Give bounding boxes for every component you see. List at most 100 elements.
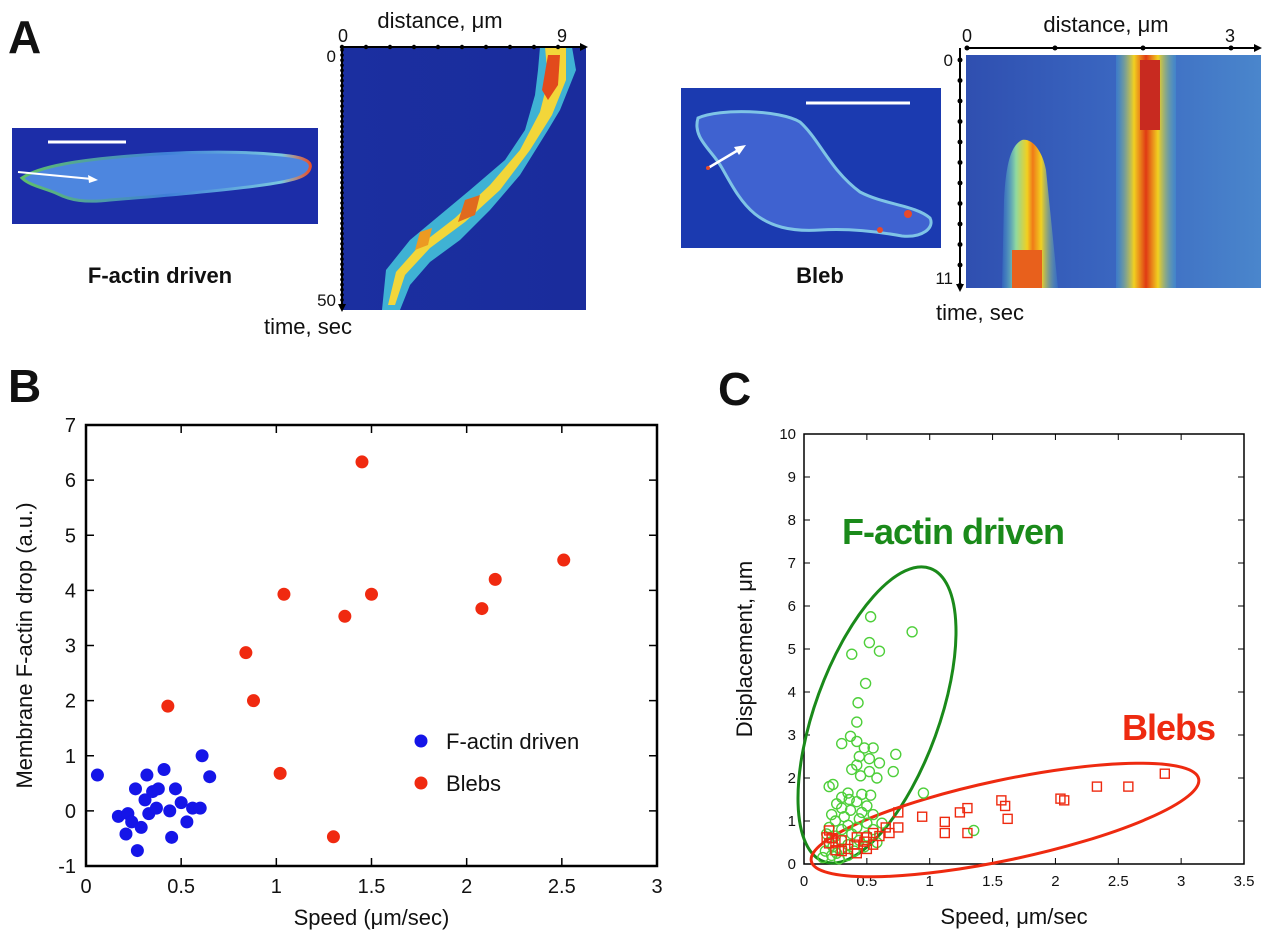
panel-b-x-tick-label: 0 — [80, 876, 91, 898]
panel-b-point-f-actin-driven — [130, 844, 144, 858]
panel-b-point-f-actin-driven — [90, 768, 104, 782]
panel-c-point-f-actin-driven — [867, 808, 879, 821]
kymo-left-y-tick-dot — [340, 180, 344, 185]
panel-c-point-blebs — [821, 832, 832, 843]
panel-c-point-blebs — [836, 845, 847, 857]
kymo-left-y-tick-dot — [340, 216, 344, 221]
kymo-left-y-tick-dot — [340, 175, 344, 180]
panel-c-point-blebs — [999, 800, 1011, 812]
kymo-right-x-tick-dot — [1228, 45, 1234, 51]
panel-c-point-f-actin-driven — [864, 611, 877, 623]
panel-c-point-blebs — [954, 807, 966, 818]
kymo-right-y-tick-dot — [957, 201, 963, 206]
kymo-right-y-tick-dot — [957, 160, 963, 165]
panel-b-point-f-actin-driven — [203, 770, 217, 784]
kymo-left-y-tick-dot — [340, 104, 344, 108]
kymo-left-y-tick-dot — [340, 58, 344, 62]
panel-b-point-blebs — [488, 572, 502, 586]
kymo-left-y-tick-dot — [340, 150, 344, 154]
kymo-right-y-tick-dot — [957, 242, 963, 247]
panel-c-point-f-actin-driven — [861, 800, 873, 812]
kymo-left-y-tick-dot — [340, 83, 344, 88]
f-actin-time-label: time, sec — [264, 314, 352, 339]
kymo-left-x-tick-dot — [555, 44, 561, 50]
panel-b-y-tick-label: 5 — [65, 525, 76, 547]
panel-b-point-f-actin-driven — [174, 796, 188, 810]
panel-c-point-f-actin-driven — [863, 636, 876, 649]
panel-c-y-tick-label: 1 — [788, 813, 796, 830]
kymo-left-y-tick-dot — [340, 303, 344, 307]
panel-b-point-f-actin-driven — [165, 830, 179, 844]
panel-b-point-blebs — [273, 766, 287, 780]
panel-c-point-blebs — [1159, 768, 1171, 779]
panel-c-point-blebs — [893, 807, 904, 818]
kymo-left-y-tick-dot — [340, 78, 344, 83]
kymo-left-y-tick-dot — [340, 48, 344, 52]
panel-c-y-tick-label: 0 — [788, 856, 796, 873]
panel-b-x-tick-label: 1.5 — [358, 876, 386, 898]
panel-c-ellipse-f-actin — [796, 565, 958, 865]
panel-c-point-f-actin-driven — [854, 770, 867, 782]
kymo-left-y-tick-dot — [340, 94, 344, 98]
f-actin-kymograph — [338, 43, 588, 312]
kymo-right-y-tick-dot — [957, 283, 963, 288]
panel-c-point-f-actin-driven — [873, 757, 886, 769]
bleb-x-tick-3: 3 — [1225, 26, 1235, 46]
kymo-left-x-tick-dot — [531, 44, 537, 50]
panel-c-annotation-blebs: Blebs — [1122, 707, 1215, 748]
kymo-left-y-tick-dot — [340, 236, 344, 241]
panel-b-point-blebs — [557, 553, 571, 567]
kymo-right-y-tick-dot — [957, 139, 963, 145]
kymo-left-y-tick-dot — [340, 109, 344, 113]
panel-c-point-f-actin-driven — [844, 730, 857, 742]
kymo-left-y-tick-dot — [340, 262, 344, 267]
panel-c-point-f-actin-driven — [846, 648, 858, 660]
panel-c-point-f-actin-driven — [917, 787, 930, 799]
kymo-left-y-tick-dot — [340, 252, 344, 256]
kymo-left-y-tick-dot — [340, 160, 344, 164]
panel-b-y-axis-label: Membrane F-actin drop (a.u.) — [12, 502, 37, 788]
kymo-left-y-tick-dot — [340, 247, 344, 251]
panel-c-point-f-actin-driven — [823, 780, 835, 793]
kymo-left-y-tick-dot — [340, 68, 344, 73]
panel-b-point-blebs — [246, 694, 260, 708]
panel-c-point-f-actin-driven — [859, 677, 872, 690]
panel-c-point-f-actin-driven — [844, 804, 857, 816]
panel-c-x-axis-label: Speed, μm/sec — [940, 904, 1087, 929]
panel-c-point-blebs — [1091, 781, 1103, 792]
panel-c-point-blebs — [823, 838, 835, 849]
kymo-left-y-tick-dot — [340, 298, 344, 302]
panel-b-point-blebs — [239, 646, 253, 660]
panel-b-point-blebs — [277, 587, 291, 601]
kymo-left-y-tick-dot — [340, 211, 344, 215]
panel-c-point-blebs — [1123, 781, 1134, 792]
panel-c-x-tick-label: 2 — [1051, 873, 1059, 890]
panel-c-x-tick-label: 1.5 — [982, 873, 1003, 890]
kymo-left-y-tick-dot — [340, 196, 344, 200]
kymo-left-x-tick-dot — [507, 44, 513, 50]
bleb-distance-label: distance, μm — [1043, 12, 1168, 37]
panel-c-point-blebs — [884, 827, 895, 839]
panel-a-letter: A — [8, 11, 41, 63]
panel-b-y-tick-label: 0 — [65, 801, 76, 823]
panel-c-point-f-actin-driven — [825, 808, 838, 821]
kymo-left-y-tick-dot — [340, 221, 344, 226]
panel-c-point-f-actin-driven — [864, 789, 877, 801]
panel-c-point-blebs — [1055, 793, 1066, 804]
panel-c-y-tick-label: 4 — [788, 684, 796, 701]
kymo-left-y-tick-dot — [340, 277, 344, 282]
panel-c-y-tick-label: 10 — [779, 426, 796, 443]
panel-c-point-f-actin-driven — [836, 823, 848, 836]
panel-c-point-f-actin-driven — [873, 645, 886, 657]
kymo-left-x-tick-dot — [339, 44, 345, 50]
kymo-left-y-tick-dot — [340, 145, 344, 149]
panel-c-point-f-actin-driven — [867, 742, 879, 754]
panel-b-point-f-actin-driven — [119, 827, 133, 841]
panel-c-point-f-actin-driven — [890, 748, 902, 761]
panel-b-point-f-actin-driven — [134, 820, 148, 834]
panel-b-y-tick-label: 2 — [65, 691, 76, 713]
panel-b-x-tick-label: 3 — [651, 876, 662, 898]
panel-c-point-f-actin-driven — [817, 851, 829, 864]
kymo-left-y-tick-dot — [340, 73, 344, 78]
